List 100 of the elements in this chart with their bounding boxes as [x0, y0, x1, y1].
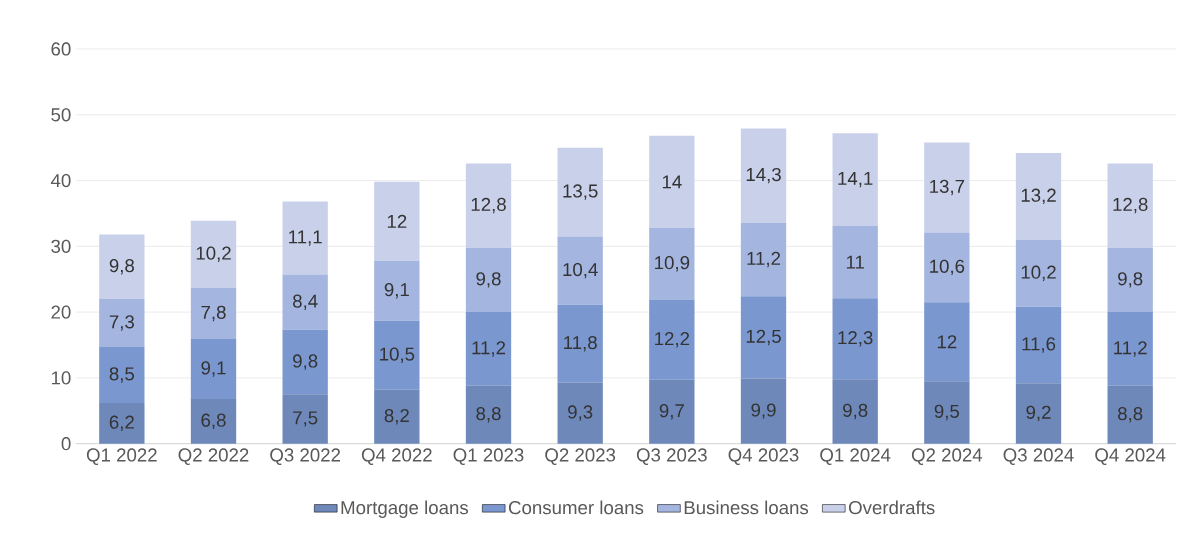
data-label: 11,1	[289, 230, 322, 246]
x-tick-label: Q1 2023	[453, 448, 524, 465]
y-tick-label: 0	[61, 437, 71, 451]
bar	[374, 389, 420, 444]
bar	[190, 398, 237, 444]
data-label: 10,5	[380, 347, 415, 363]
data-label: 7,3	[109, 315, 134, 331]
x-tick-label: Q4 2023	[728, 448, 799, 465]
data-label: 12,5	[746, 329, 781, 346]
data-label: 10,4	[563, 262, 598, 279]
data-label: 11,2	[1114, 341, 1147, 357]
bar	[374, 320, 420, 390]
bar	[557, 236, 603, 305]
x-tick-label: Q1 2022	[86, 448, 157, 465]
bar	[1107, 385, 1153, 444]
bar	[832, 298, 878, 380]
data-label: 11,8	[564, 335, 597, 352]
bar	[190, 339, 237, 399]
data-label: 11,2	[747, 251, 781, 268]
bar	[832, 379, 878, 444]
data-label: 6,8	[201, 413, 226, 430]
data-label: 12	[387, 214, 407, 228]
bar	[282, 274, 328, 330]
x-tick-label: Q2 2023	[545, 448, 616, 465]
x-tick-label: Q3 2024	[1003, 448, 1074, 465]
bar	[190, 287, 237, 340]
bar	[99, 402, 145, 444]
data-label: 9,2	[1026, 405, 1051, 422]
data-label: 10,2	[196, 246, 231, 262]
y-tick-label: 50	[51, 108, 71, 122]
data-label: 7,5	[293, 411, 318, 427]
bar	[374, 260, 420, 321]
x-tick-label: Q4 2024	[1095, 448, 1166, 465]
bar	[924, 142, 970, 233]
y-tick-label: 30	[51, 239, 71, 253]
data-label: 8,8	[476, 407, 501, 423]
data-label: 10,2	[1021, 265, 1056, 282]
bar	[557, 304, 603, 383]
data-label: 11,6	[1022, 337, 1056, 353]
data-label: 8,2	[384, 408, 409, 425]
bar	[649, 227, 695, 300]
data-label: 9,8	[476, 272, 501, 288]
bar	[465, 385, 512, 444]
data-label: 14	[662, 175, 682, 189]
bar	[740, 296, 787, 379]
bar	[740, 128, 787, 223]
data-label: 11	[846, 255, 864, 269]
data-label: 9,8	[843, 403, 868, 420]
data-label: 9,5	[934, 404, 960, 421]
bar	[1107, 163, 1153, 248]
data-label: 12,2	[655, 332, 690, 348]
bar	[649, 379, 695, 444]
bar	[740, 378, 787, 444]
data-label: 9,8	[109, 258, 135, 275]
x-tick-label: Q3 2023	[636, 448, 707, 465]
x-tick-label: Q2 2024	[911, 448, 983, 465]
data-label: 12,8	[471, 197, 506, 214]
y-tick-label: 60	[51, 42, 71, 56]
data-label: 9,8	[293, 354, 318, 370]
bar	[1107, 247, 1153, 313]
bar	[924, 232, 970, 303]
bar	[465, 247, 512, 313]
bar	[649, 135, 695, 228]
bar	[99, 346, 145, 403]
data-label: 12,3	[838, 331, 873, 347]
x-tick-label: Q3 2022	[270, 448, 341, 465]
data-label: 8,8	[1118, 407, 1143, 423]
legend-label: Consumer loans	[508, 500, 644, 515]
bar	[465, 312, 512, 386]
data-label: 14,3	[746, 167, 781, 184]
data-label: 13,7	[930, 179, 965, 196]
bar	[1015, 152, 1062, 240]
data-label: 14,1	[838, 171, 873, 188]
data-label: 8,4	[293, 294, 318, 310]
legend-label: Overdrafts	[848, 500, 935, 515]
data-label: 7,8	[201, 305, 226, 322]
bar	[99, 298, 145, 347]
data-label: 9,1	[384, 283, 409, 299]
bar	[924, 302, 970, 382]
bar	[282, 201, 328, 275]
bar	[282, 394, 328, 444]
bar	[557, 147, 603, 237]
data-label: 10,9	[655, 256, 690, 272]
x-tick-label: Q2 2022	[178, 448, 249, 465]
bar	[832, 133, 878, 226]
bar	[99, 234, 145, 299]
bar	[465, 163, 512, 248]
y-tick-label: 20	[51, 305, 71, 319]
bar	[832, 225, 878, 299]
bar	[282, 329, 328, 395]
data-label: 13,2	[1021, 188, 1056, 205]
bar	[557, 382, 603, 444]
bar	[374, 181, 420, 261]
bar	[740, 222, 787, 297]
legend-label: Business loans	[684, 500, 809, 515]
data-label: 11,2	[472, 341, 506, 357]
bar	[924, 381, 970, 444]
bar	[1015, 306, 1062, 384]
data-label: 12,8	[1113, 197, 1148, 214]
data-label: 9,8	[1118, 272, 1143, 288]
